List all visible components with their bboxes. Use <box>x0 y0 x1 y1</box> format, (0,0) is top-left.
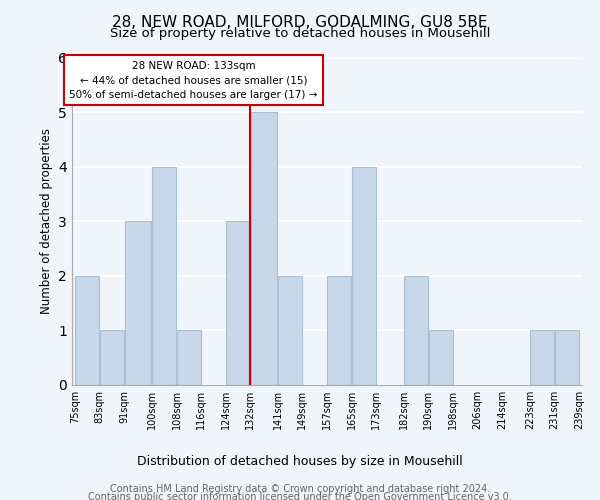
Bar <box>278 276 302 385</box>
Text: Distribution of detached houses by size in Mousehill: Distribution of detached houses by size … <box>137 455 463 468</box>
Bar <box>404 276 428 385</box>
Y-axis label: Number of detached properties: Number of detached properties <box>40 128 53 314</box>
Bar <box>226 221 250 385</box>
Bar <box>100 330 124 385</box>
Bar <box>328 276 351 385</box>
Bar <box>152 166 176 385</box>
Text: Contains public sector information licensed under the Open Government Licence v3: Contains public sector information licen… <box>88 492 512 500</box>
Bar <box>429 330 452 385</box>
Bar <box>125 221 151 385</box>
Text: 28, NEW ROAD, MILFORD, GODALMING, GU8 5BE: 28, NEW ROAD, MILFORD, GODALMING, GU8 5B… <box>112 15 488 30</box>
Bar <box>251 112 277 385</box>
Text: 28 NEW ROAD: 133sqm
← 44% of detached houses are smaller (15)
50% of semi-detach: 28 NEW ROAD: 133sqm ← 44% of detached ho… <box>69 60 317 100</box>
Bar <box>352 166 376 385</box>
Bar <box>530 330 554 385</box>
Bar <box>76 276 99 385</box>
Text: Contains HM Land Registry data © Crown copyright and database right 2024.: Contains HM Land Registry data © Crown c… <box>110 484 490 494</box>
Bar <box>177 330 200 385</box>
Text: Size of property relative to detached houses in Mousehill: Size of property relative to detached ho… <box>110 28 490 40</box>
Bar <box>555 330 578 385</box>
